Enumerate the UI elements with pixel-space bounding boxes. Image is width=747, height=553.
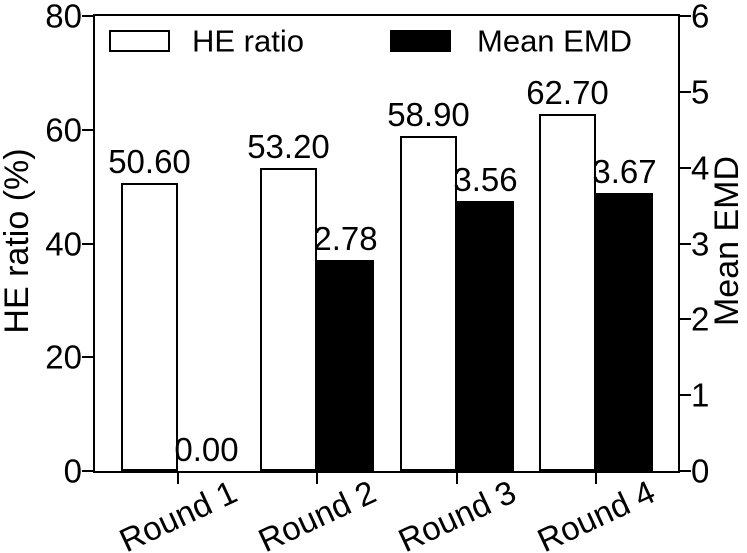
- x-tick-mark: [456, 473, 458, 484]
- mean-emd-bar-round-2: [317, 260, 374, 471]
- x-tick-mark: [316, 473, 318, 484]
- mean-emd-bar-round-3: [457, 201, 514, 471]
- left-y-tick-mark: [82, 470, 93, 472]
- x-tick-mark: [177, 473, 179, 484]
- right-y-tick-label: 3: [691, 225, 710, 262]
- legend-label-he-ratio: HE ratio: [192, 23, 304, 59]
- mean-emd-value-label-round-4: 3.67: [592, 152, 657, 190]
- plot-area: 0 20 40 60 80 0 1 2 3 4 5 6 Round 1 Round 2 Round 3 Rou…: [45, 0, 709, 553]
- x-tick-label-round-1: Round 1: [113, 472, 243, 553]
- mean-emd-value-label-round-2: 2.78: [313, 220, 378, 258]
- x-tick-mark: [595, 473, 597, 484]
- he-ratio-value-label-round-1: 50.60: [108, 143, 191, 181]
- left-y-tick-mark: [82, 242, 93, 245]
- left-y-tick-mark: [82, 128, 93, 131]
- right-y-tick-label: 1: [691, 376, 710, 414]
- mean-emd-value-label-round-1: 0.00: [174, 431, 239, 468]
- he-ratio-bar-round-1: [121, 183, 178, 471]
- left-axis-title: HE ratio (%): [0, 148, 36, 334]
- mean-emd-bar-round-4: [596, 192, 653, 471]
- right-y-tick-mark: [680, 470, 691, 472]
- mean-emd-value-label-round-3: 3.56: [453, 161, 518, 199]
- x-tick-label-round-2: Round 2: [252, 472, 382, 553]
- right-y-tick-mark: [680, 318, 691, 321]
- x-tick-label-round-4: Round 4: [531, 472, 661, 553]
- right-y-tick-label: 4: [691, 149, 710, 187]
- legend-swatch-he-ratio: [109, 30, 170, 52]
- right-y-tick-mark: [680, 166, 691, 169]
- left-y-tick-mark: [82, 15, 93, 17]
- right-y-tick-label: 5: [691, 73, 710, 111]
- left-y-tick-label: 20: [45, 338, 82, 376]
- right-y-tick-label: 2: [691, 300, 710, 338]
- right-y-tick-mark: [680, 242, 691, 245]
- right-y-tick-mark: [680, 15, 691, 17]
- right-y-tick-label: 6: [691, 0, 710, 35]
- he-ratio-value-label-round-4: 62.70: [526, 74, 609, 112]
- left-y-tick-label: 0: [63, 452, 82, 490]
- he-ratio-value-label-round-2: 53.20: [247, 128, 330, 166]
- legend-swatch-mean-emd: [390, 30, 451, 52]
- he-ratio-bar-round-4: [539, 114, 596, 471]
- right-y-tick-mark: [680, 90, 691, 93]
- he-ratio-bar-round-3: [400, 136, 457, 471]
- left-y-tick-label: 80: [45, 0, 82, 35]
- x-tick-label-round-3: Round 3: [392, 472, 522, 553]
- legend-label-mean-emd: Mean EMD: [477, 23, 633, 59]
- he-ratio-bar-round-2: [260, 168, 317, 471]
- right-axis-title: Mean EMD: [708, 155, 746, 327]
- left-y-tick-label: 60: [45, 111, 82, 149]
- he-ratio-value-label-round-3: 58.90: [387, 96, 470, 134]
- left-y-tick-mark: [82, 356, 93, 359]
- right-y-tick-label: 0: [691, 452, 710, 490]
- left-y-tick-label: 40: [45, 225, 82, 262]
- right-y-tick-mark: [680, 394, 691, 397]
